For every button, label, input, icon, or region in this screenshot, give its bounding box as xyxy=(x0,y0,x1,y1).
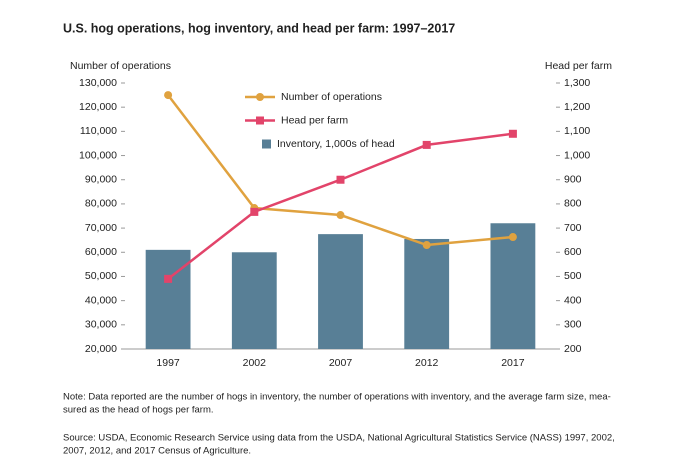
bar xyxy=(404,238,450,349)
y2-tick-label: 1,200 xyxy=(564,101,590,113)
y-tick-label: 90,000 xyxy=(85,174,117,186)
y2-tick-label: 700 xyxy=(564,222,582,234)
marker xyxy=(250,207,259,216)
legend-label: Head per farm xyxy=(281,114,348,126)
y-tick-label: 130,000 xyxy=(79,77,117,89)
marker xyxy=(422,140,431,149)
y2-tick-label: 1,100 xyxy=(564,125,590,137)
y2-tick-label: 400 xyxy=(564,294,582,306)
legend-label: Inventory, 1,000s of head xyxy=(277,138,395,150)
marker xyxy=(508,233,517,242)
y-tick-label: 80,000 xyxy=(85,198,117,210)
y-tick-label: 30,000 xyxy=(85,319,117,331)
y-tick-label: 60,000 xyxy=(85,246,117,258)
y2-tick-label: 500 xyxy=(564,270,582,282)
y2-tick-label: 1,300 xyxy=(564,77,590,89)
x-tick-label: 2007 xyxy=(329,357,353,369)
legend-marker xyxy=(256,116,264,125)
legend-marker xyxy=(256,93,264,101)
source: 2007, 2012, and 2017 Census of Agricultu… xyxy=(63,446,251,457)
y2-tick-label: 900 xyxy=(564,174,582,186)
bar xyxy=(490,223,536,349)
marker xyxy=(422,241,431,250)
legend-label: Number of operations xyxy=(281,91,382,103)
y-tick-label: 20,000 xyxy=(85,343,117,355)
y-tick-label: 70,000 xyxy=(85,222,117,234)
marker xyxy=(164,91,173,100)
source: Source: USDA, Economic Research Service … xyxy=(63,433,615,444)
y-axis-title: Number of operations xyxy=(70,60,171,72)
bar xyxy=(145,249,191,349)
bar xyxy=(231,252,277,349)
y-tick-label: 40,000 xyxy=(85,294,117,306)
legend-swatch xyxy=(262,139,271,149)
x-tick-label: 2012 xyxy=(415,357,439,369)
x-tick-label: 1997 xyxy=(156,357,180,369)
marker xyxy=(164,274,173,283)
y2-tick-label: 600 xyxy=(564,246,582,258)
note: sured as the head of hogs per farm. xyxy=(63,405,214,416)
y2-tick-label: 800 xyxy=(564,198,582,210)
note: Note: Data reported are the number of ho… xyxy=(63,392,611,403)
y2-tick-label: 1,000 xyxy=(564,149,590,161)
y-tick-label: 110,000 xyxy=(80,125,117,137)
marker xyxy=(508,129,517,138)
marker xyxy=(336,175,345,184)
bar xyxy=(318,234,363,349)
x-tick-label: 2017 xyxy=(501,357,525,369)
y-tick-label: 100,000 xyxy=(79,149,117,161)
chart-title: U.S. hog operations, hog inventory, and … xyxy=(63,21,455,35)
x-tick-label: 2002 xyxy=(243,357,267,369)
y2-tick-label: 300 xyxy=(564,319,582,331)
y-tick-label: 120,000 xyxy=(79,101,117,113)
marker xyxy=(336,211,345,220)
y2-axis-title: Head per farm xyxy=(545,60,612,72)
y-tick-label: 50,000 xyxy=(85,270,117,282)
y2-tick-label: 200 xyxy=(564,343,582,355)
